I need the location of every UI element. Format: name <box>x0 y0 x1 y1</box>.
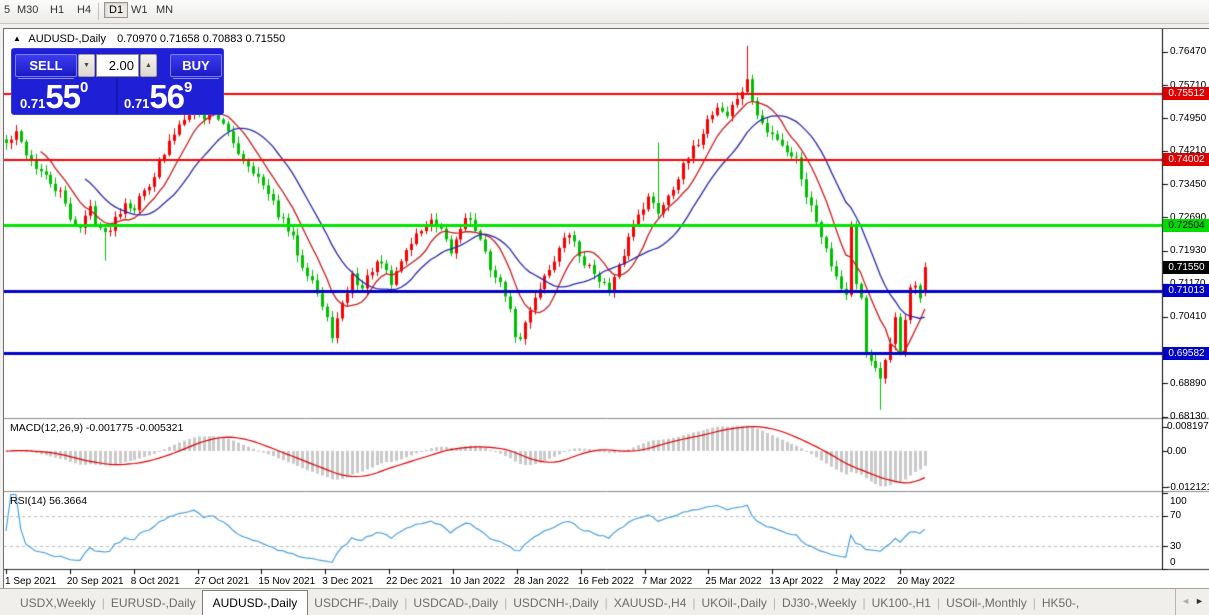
price-level-badge: 0.71013 <box>1163 284 1209 298</box>
price-axis-tick: 0.72690 <box>1170 211 1207 223</box>
toolbar-separator <box>98 3 99 20</box>
date-axis-tick: 10 Jan 2022 <box>449 576 506 587</box>
buy-price-sup: 9 <box>184 79 193 96</box>
volume-decrease-button[interactable]: ▼ <box>78 54 95 77</box>
tab-uk100-h1[interactable]: UK100-,H1 <box>871 596 931 610</box>
price-level-badge: 0.74002 <box>1163 153 1209 167</box>
tab-separator: | <box>772 596 776 610</box>
buy-price[interactable]: 0.71569 <box>124 78 193 115</box>
price-level-badge: 0.69582 <box>1163 346 1209 360</box>
price-axis-tick: 0.75710 <box>1170 79 1207 91</box>
chart-ohlc-values: 0.70970 0.71658 0.70883 0.71550 <box>117 33 286 45</box>
date-axis-tick: 7 Mar 2022 <box>641 576 693 587</box>
tab-audusd-daily[interactable]: AUDUSD-,Daily <box>201 590 309 615</box>
sell-price-small: 0.71 <box>20 96 46 111</box>
timeframe-toolbar: 5 M30 H1 H4 D1 W1 MN <box>0 0 1209 24</box>
date-axis-tick: 16 Feb 2022 <box>577 576 634 587</box>
tab-hk50-[interactable]: HK50-, <box>1041 596 1080 610</box>
price-level-badge: 0.75512 <box>1163 87 1209 101</box>
chart-title: ▲ AUDUSD-,Daily 0.70970 0.71658 0.70883 … <box>13 33 285 45</box>
tab-separator: | <box>692 596 696 610</box>
tab-dj30-weekly[interactable]: DJ30-,Weekly <box>781 596 857 610</box>
timeframe-button-5[interactable]: 5 <box>4 4 11 16</box>
tab-separator: | <box>936 596 941 610</box>
price-axis-tick: 0.73450 <box>1170 178 1207 190</box>
timeframe-button-mn[interactable]: MN <box>156 4 174 16</box>
price-axis-tick: 0.76470 <box>1170 46 1207 58</box>
tab-separator: | <box>404 596 408 610</box>
date-axis-tick: 3 Dec 2021 <box>322 576 374 587</box>
timeframe-button-m30[interactable]: M30 <box>17 4 39 16</box>
macd-axis-tick: 0.008197 <box>1167 421 1209 433</box>
date-axis-tick: 28 Jan 2022 <box>513 576 569 587</box>
tab-ukoil-daily[interactable]: UKOil-,Daily <box>701 596 767 610</box>
sell-price[interactable]: 0.71550 <box>20 78 89 115</box>
tab-separator: | <box>504 596 508 610</box>
chart-symbol-period: AUDUSD-,Daily <box>28 33 106 45</box>
tab-scroll-arrows: ◄ ► <box>1175 589 1209 615</box>
price-axis-tick: 0.70410 <box>1170 311 1207 323</box>
price-level-badge: 0.71550 <box>1163 260 1209 274</box>
rsi-axis-tick: 30 <box>1170 540 1182 552</box>
date-axis-tick: 15 Nov 2021 <box>258 576 316 587</box>
price-axis-tick: 0.68890 <box>1170 377 1207 389</box>
tab-separator: | <box>101 596 105 610</box>
date-axis-tick: 20 Sep 2021 <box>66 576 124 587</box>
price-axis-tick: 0.71930 <box>1170 245 1207 257</box>
date-axis-tick: 22 Dec 2021 <box>386 576 443 587</box>
tab-scroll-right-icon[interactable]: ► <box>1195 596 1204 606</box>
tab-xauusd-h4[interactable]: XAUUSD-,H4 <box>613 596 687 610</box>
buy-price-big: 56 <box>149 78 185 115</box>
rsi-axis-tick: 100 <box>1170 496 1187 507</box>
tab-eurusd-daily[interactable]: EURUSD-,Daily <box>110 596 196 610</box>
price-divider <box>116 79 118 113</box>
volume-input[interactable] <box>96 54 139 77</box>
price-axis-tick: 0.74210 <box>1170 145 1207 157</box>
sell-button[interactable]: SELL <box>15 54 77 79</box>
timeframe-button-w1[interactable]: W1 <box>131 4 148 16</box>
one-click-trade-panel: SELL ▼ ▲ BUY 0.71550 0.71569 <box>11 48 224 115</box>
date-axis-tick: 2 May 2022 <box>833 576 886 587</box>
date-axis-tick: 8 Oct 2021 <box>130 576 180 587</box>
tab-usdx-weekly[interactable]: USDX,Weekly <box>20 596 96 610</box>
timeframe-button-h4[interactable]: H4 <box>77 4 92 16</box>
timeframe-button-d1[interactable]: D1 <box>104 2 129 18</box>
tab-usdcad-daily[interactable]: USDCAD-,Daily <box>413 596 499 610</box>
buy-button[interactable]: BUY <box>170 54 222 79</box>
date-axis-tick: 13 Apr 2022 <box>769 576 824 587</box>
symbol-tab-bar: USDX,Weekly | EURUSD-,Daily AUDUSD-,Daily US… <box>0 588 1209 615</box>
tab-separator: | <box>1032 596 1036 610</box>
chart-window: ▲ AUDUSD-,Daily 0.70970 0.71658 0.70883 … <box>3 28 1209 588</box>
rsi-axis-tick: 0 <box>1170 557 1176 568</box>
date-axis-tick: 25 Mar 2022 <box>705 576 762 587</box>
rsi-indicator-label: RSI(14) 56.3664 <box>10 495 88 507</box>
arrow-up-icon: ▲ <box>145 62 152 69</box>
tab-scroll-left-icon[interactable]: ◄ <box>1181 596 1190 606</box>
tab-usdchf-daily[interactable]: USDCHF-,Daily <box>314 596 399 610</box>
arrow-down-icon: ▼ <box>83 62 90 69</box>
sell-price-sup: 0 <box>80 79 89 96</box>
price-axis-tick: 0.71170 <box>1170 278 1205 289</box>
price-chart-canvas[interactable] <box>4 29 1209 588</box>
volume-increase-button[interactable]: ▲ <box>140 54 157 77</box>
price-level-badge: 0.72504 <box>1163 218 1209 232</box>
price-axis-tick: 0.74950 <box>1170 112 1207 124</box>
tab-separator: | <box>604 596 608 610</box>
collapse-panel-icon[interactable]: ▲ <box>13 34 21 43</box>
sell-price-big: 55 <box>45 78 81 115</box>
macd-axis-tick: -0.012121 <box>1167 481 1209 493</box>
macd-axis-tick: 0.00 <box>1167 445 1187 457</box>
tab-separator: | <box>862 596 866 610</box>
date-axis-tick: 20 May 2022 <box>896 576 955 587</box>
timeframe-button-h1[interactable]: H1 <box>50 4 65 16</box>
tab-usoil-monthly[interactable]: USOil-,Monthly <box>946 596 1027 610</box>
date-axis-tick: 27 Oct 2021 <box>194 576 250 587</box>
rsi-axis-tick: 70 <box>1170 510 1182 522</box>
date-axis-tick: 1 Sep 2021 <box>5 576 57 587</box>
buy-price-small: 0.71 <box>124 96 150 111</box>
price-axis-tick: 0.68130 <box>1170 411 1207 423</box>
tab-usdcnh-daily[interactable]: USDCNH-,Daily <box>513 596 599 610</box>
macd-indicator-label: MACD(12,26,9) -0.001775 -0.005321 <box>10 422 184 434</box>
